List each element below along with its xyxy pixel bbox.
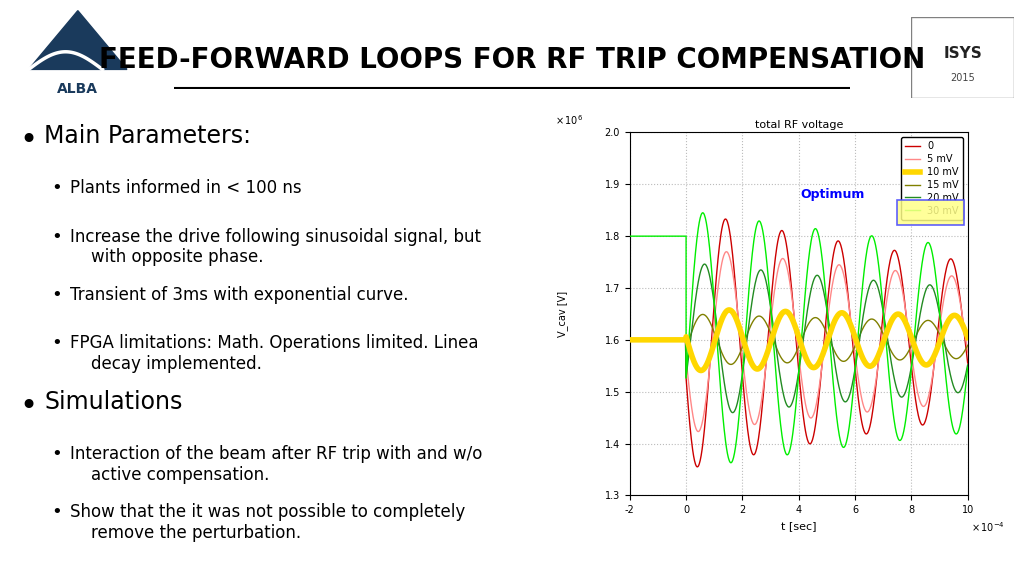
20 mV (850, 361, 862, 368)
0 (691, 464, 703, 471)
30 mV (714, 377, 726, 384)
20 mV (698, 261, 711, 268)
5 mV (726, 268, 738, 275)
Polygon shape (29, 10, 127, 70)
10 mV (624, 336, 636, 343)
30 mV (737, 353, 750, 359)
10 mV (714, 321, 726, 328)
Line: 5 mV: 5 mV (630, 252, 968, 431)
Text: FPGA limitations: Math. Operations limited. Linea
    decay implemented.: FPGA limitations: Math. Operations limit… (70, 334, 478, 373)
15 mV (930, 324, 942, 331)
30 mV (850, 359, 862, 366)
Text: V_cav [V]: V_cav [V] (557, 291, 567, 337)
10 mV (726, 309, 738, 316)
0 (624, 336, 636, 343)
Text: $\times\,10^{6}$: $\times\,10^{6}$ (555, 113, 584, 127)
10 mV (930, 348, 942, 355)
Text: •: • (51, 228, 61, 245)
Text: $\times\,10^{-4}$: $\times\,10^{-4}$ (971, 520, 1005, 533)
Text: Optimum: Optimum (801, 188, 864, 200)
20 mV (726, 409, 738, 416)
Text: •: • (51, 334, 61, 352)
10 mV (737, 338, 750, 345)
20 mV (890, 382, 902, 389)
Text: Increase the drive following sinusoidal signal, but
    with opposite phase.: Increase the drive following sinusoidal … (70, 228, 481, 267)
Text: Transient of 3ms with exponential curve.: Transient of 3ms with exponential curve. (70, 286, 409, 304)
10 mV (890, 312, 902, 319)
15 mV (726, 361, 738, 367)
Text: Interaction of the beam after RF trip with and w/o
    active compensation.: Interaction of the beam after RF trip wi… (70, 445, 482, 484)
15 mV (696, 311, 709, 318)
0 (850, 372, 862, 379)
30 mV (930, 276, 942, 283)
X-axis label: t [sec]: t [sec] (781, 521, 816, 530)
Line: 15 mV: 15 mV (630, 314, 968, 365)
5 mV (962, 349, 974, 356)
20 mV (930, 295, 942, 302)
0 (930, 342, 942, 349)
30 mV (890, 426, 902, 433)
10 mV (962, 334, 974, 341)
15 mV (890, 354, 902, 361)
Text: ALBA: ALBA (57, 82, 98, 96)
10 mV (723, 306, 735, 313)
0 (962, 359, 974, 366)
Line: 0: 0 (630, 219, 968, 467)
Text: •: • (51, 445, 61, 463)
15 mV (850, 341, 862, 348)
5 mV (624, 336, 636, 343)
Text: Show that the it was not possible to completely
    remove the perturbation.: Show that the it was not possible to com… (70, 503, 465, 542)
Text: •: • (51, 179, 61, 197)
0 (737, 389, 750, 396)
Title: total RF voltage: total RF voltage (755, 120, 843, 130)
30 mV (624, 233, 636, 240)
15 mV (962, 342, 974, 349)
20 mV (726, 409, 738, 416)
15 mV (624, 336, 636, 343)
5 mV (890, 267, 902, 274)
10 mV (695, 367, 708, 374)
5 mV (720, 248, 732, 255)
30 mV (696, 209, 709, 216)
30 mV (725, 459, 737, 466)
20 mV (714, 346, 726, 353)
Text: •: • (19, 126, 37, 155)
0 (726, 252, 738, 259)
5 mV (850, 357, 862, 364)
5 mV (737, 367, 750, 374)
15 mV (737, 340, 750, 347)
0 (720, 215, 732, 222)
30 mV (726, 457, 738, 464)
5 mV (714, 271, 726, 278)
Line: 30 mV: 30 mV (630, 213, 968, 463)
0 (890, 248, 902, 255)
Text: ISYS: ISYS (943, 46, 982, 61)
20 mV (624, 336, 636, 343)
15 mV (714, 344, 726, 351)
5 mV (930, 347, 942, 354)
Line: 10 mV: 10 mV (630, 310, 968, 370)
30 mV (962, 364, 974, 371)
20 mV (962, 361, 974, 368)
Text: •: • (51, 503, 61, 521)
Text: 2015: 2015 (950, 73, 975, 83)
Text: Simulations: Simulations (44, 390, 183, 414)
Legend: 0, 5 mV, 10 mV, 15 mV, 20 mV, 30 mV: 0, 5 mV, 10 mV, 15 mV, 20 mV, 30 mV (901, 137, 963, 219)
20 mV (737, 360, 750, 367)
Text: •: • (51, 286, 61, 304)
Text: FEED-FORWARD LOOPS FOR RF TRIP COMPENSATION: FEED-FORWARD LOOPS FOR RF TRIP COMPENSAT… (99, 47, 925, 74)
5 mV (692, 428, 705, 435)
FancyBboxPatch shape (897, 200, 965, 225)
Text: Plants informed in < 100 ns: Plants informed in < 100 ns (70, 179, 301, 197)
15 mV (725, 361, 737, 368)
10 mV (850, 336, 862, 343)
0 (714, 238, 726, 245)
Text: Main Parameters:: Main Parameters: (44, 124, 252, 147)
Text: •: • (19, 392, 37, 421)
Line: 20 mV: 20 mV (630, 264, 968, 412)
